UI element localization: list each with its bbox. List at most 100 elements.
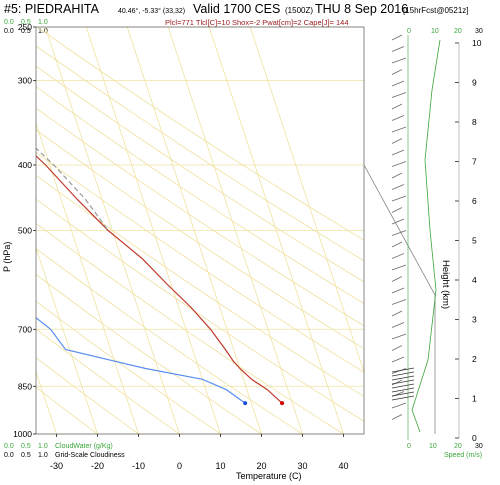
- height-axis-label: Height (km): [440, 260, 451, 309]
- cloudwater-label: CloudWater (g/Kg): [55, 443, 113, 450]
- station-title: #5: PIEDRAHITA: [4, 2, 100, 16]
- dry-adiabat-line: [36, 328, 180, 434]
- wind-barb: [391, 345, 403, 351]
- speed-bottom-v1: 10: [429, 443, 437, 450]
- pressure-tick-label: 500: [18, 226, 32, 236]
- dry-adiabat-line: [36, 248, 303, 434]
- temperature-tick-label: 20: [256, 461, 266, 471]
- temperature-tick-label: -10: [132, 461, 145, 471]
- station-coords: 40.46°, -5.33° (33,32): [118, 7, 185, 15]
- isotherm-line: [36, 246, 98, 434]
- dry-adiabat-line: [36, 65, 364, 283]
- wind-barb: [391, 310, 403, 317]
- wind-barb: [391, 371, 415, 377]
- wind-barb: [391, 395, 415, 401]
- wind-speed-profile: [411, 39, 441, 433]
- pressure-tick-label: 300: [18, 76, 32, 86]
- dry-adiabat-line: [36, 45, 364, 262]
- wind-barb: [391, 138, 403, 144]
- valid-time: Valid 1700 CES: [193, 2, 280, 16]
- wind-barb: [391, 391, 415, 397]
- valid-date: THU 8 Sep 2016: [315, 2, 408, 16]
- temperature-tick-label: 40: [338, 461, 348, 471]
- speed-scale-green-2: 20: [454, 28, 462, 35]
- wind-barb: [391, 383, 415, 389]
- scale-black-0: 0.0: [4, 28, 14, 35]
- height-tick-label: 1: [472, 394, 477, 404]
- dry-adiabat-line: [36, 129, 364, 350]
- height-tick-label: 6: [472, 196, 477, 206]
- speed-bottom-v0: 0: [407, 443, 411, 450]
- parcel-line: [36, 147, 109, 231]
- cloudiness-label: Grid-Scale Cloudiness: [55, 452, 125, 459]
- speed-label: Speed (m/s): [444, 452, 482, 459]
- temperature-line: [36, 155, 283, 404]
- dry-adiabat-line: [36, 107, 364, 327]
- series-layer: [36, 147, 285, 406]
- pressure-tick-label: 700: [18, 324, 32, 334]
- height-tick-label: 10: [472, 38, 482, 48]
- dry-adiabat-line: [36, 357, 139, 434]
- wind-barb: [391, 57, 407, 64]
- wind-barb: [391, 161, 407, 167]
- temperature-axis: -30 -20 -10 0 10 20 30 40: [50, 434, 349, 471]
- forecast-tag: [15hrFcst@0521z]: [403, 6, 468, 15]
- pressure-tick-label: 250: [18, 22, 32, 32]
- dewpoint-line: [36, 317, 246, 404]
- wind-barb: [391, 218, 405, 225]
- wind-barb: [391, 287, 405, 294]
- surface-dewpoint-marker: [243, 401, 248, 406]
- scale-green-2: 1.0: [38, 19, 48, 26]
- speed-scale-green-1: 10: [431, 28, 439, 35]
- dry-adiabat-line: [36, 386, 98, 434]
- wind-barb: [391, 241, 403, 248]
- cloudiness-v0: 0.0: [4, 452, 14, 459]
- height-tick-label: 5: [472, 236, 477, 246]
- bottom-right-scales: 0 10 20 30 Speed (m/s): [407, 443, 483, 459]
- wind-barb: [391, 379, 415, 385]
- wind-barb: [391, 414, 403, 420]
- wind-profile-panel: [363, 34, 441, 440]
- height-tick-label: 7: [472, 157, 477, 167]
- valid-zulu: (1500Z): [285, 6, 313, 15]
- wind-barb: [391, 356, 405, 363]
- dry-adiabat-line: [36, 86, 364, 305]
- dry-adiabat-line: [36, 222, 344, 434]
- speed-scale-black-0: 30: [475, 28, 483, 35]
- wind-barb: [391, 126, 407, 133]
- speed-bottom-v2: 20: [454, 443, 462, 450]
- wind-barb: [391, 207, 403, 213]
- sounding-params: Plcl=771 Tlcl[C]=10 Shox=-2 Pwat[cm]=2 C…: [165, 18, 349, 27]
- dry-adiabat-line: [36, 151, 364, 373]
- wind-barb: [391, 115, 405, 121]
- cloudwater-v1: 0.5: [21, 443, 31, 450]
- pressure-tick-label: 400: [18, 160, 32, 170]
- wind-barb: [391, 195, 407, 202]
- top-right-scales: 0 10 20 30: [407, 28, 483, 35]
- wind-barb: [391, 69, 403, 75]
- temperature-tick-label: 0: [177, 461, 182, 471]
- bottom-left-scales: 0.0 0.5 1.0 CloudWater (g/Kg) 0.0 0.5 1.…: [4, 443, 125, 459]
- x-axis-label: Temperature (C): [236, 471, 302, 481]
- temperature-tick-label: 10: [215, 461, 225, 471]
- wind-barb: [391, 230, 407, 236]
- height-tick-label: 0: [472, 433, 477, 443]
- wind-barb: [391, 276, 403, 282]
- scale-green-0: 0.0: [4, 19, 14, 26]
- pressure-axis: 250 300 400 500 700 850 1000: [13, 22, 36, 439]
- wind-barb: [391, 253, 405, 259]
- scale-green-1: 0.5: [21, 19, 31, 26]
- wind-barb: [391, 46, 405, 52]
- height-tick-label: 9: [472, 78, 477, 88]
- height-tick-label: 8: [472, 117, 477, 127]
- height-tick-label: 2: [472, 354, 477, 364]
- wind-barb: [391, 322, 405, 328]
- wind-barb: [391, 103, 403, 110]
- dry-adiabat-line: [36, 274, 262, 434]
- cloudwater-v2: 1.0: [38, 443, 48, 450]
- surface-temperature-marker: [280, 401, 285, 406]
- dry-adiabat-line: [36, 174, 364, 397]
- dry-adiabat-line: [36, 300, 221, 434]
- wind-barb: [391, 387, 415, 393]
